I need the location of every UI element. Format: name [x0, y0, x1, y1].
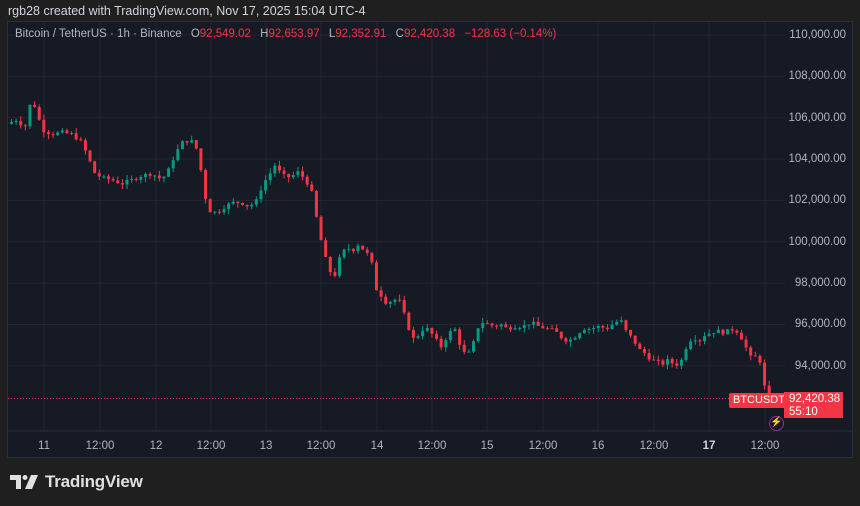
open-label: O: [190, 28, 200, 40]
time-tick-label: 12:00: [639, 440, 669, 452]
price-tick-label: 108,000.00: [788, 70, 846, 83]
time-tick-label: 16: [591, 440, 605, 452]
time-tick-label: 13: [259, 440, 273, 452]
high-value: 92,653.97: [268, 28, 320, 40]
time-tick-label: 12:00: [196, 440, 226, 452]
last-price-value: 92,420.38: [789, 393, 841, 405]
tradingview-logo: TradingView: [10, 472, 143, 492]
low-label: L: [328, 28, 336, 40]
brand-name: TradingView: [45, 472, 143, 491]
time-tick-label: 12:00: [750, 440, 780, 452]
price-tick-label: 94,000.00: [794, 359, 846, 372]
tradingview-logo-icon: [10, 475, 38, 489]
price-tick-label: 100,000.00: [788, 235, 846, 248]
symbol-price-tag: BTCUSDT: [729, 393, 789, 408]
time-tick-label: 15: [480, 440, 494, 452]
time-tick-label: 11: [38, 440, 50, 452]
chart-caption: rgb28 created with TradingView.com, Nov …: [8, 4, 366, 18]
open-value: 92,549.02: [199, 28, 251, 40]
price-tick-label: 102,000.00: [788, 194, 846, 207]
chart-panel[interactable]: [7, 21, 853, 458]
time-tick-label: 12: [149, 440, 163, 452]
ohlc-legend: Bitcoin / TetherUS · 1h · Binance O92,54…: [15, 28, 556, 40]
last-price-tag: 92,420.38 55:10: [784, 392, 843, 418]
price-tick-label: 106,000.00: [788, 111, 846, 124]
time-tick-label: 17: [702, 440, 716, 452]
symbol-title[interactable]: Bitcoin / TetherUS · 1h · Binance: [15, 28, 182, 40]
time-tick-label: 12:00: [417, 440, 447, 452]
time-tick-label: 12:00: [85, 440, 115, 452]
price-tick-label: 104,000.00: [788, 153, 846, 166]
close-value: 92,420.38: [403, 28, 456, 40]
time-tick-label: 12:00: [306, 440, 336, 452]
price-tick-label: 96,000.00: [794, 318, 846, 331]
lightning-icon[interactable]: ⚡: [769, 416, 784, 431]
high-label: H: [260, 28, 269, 40]
time-tick-label: 12:00: [528, 440, 558, 452]
low-value: 92,352.91: [335, 28, 387, 40]
bar-countdown: 55:10: [789, 405, 818, 418]
time-tick-label: 14: [370, 440, 384, 452]
price-tick-label: 98,000.00: [794, 277, 846, 290]
change-value: −128.63 (−0.14%): [464, 28, 557, 40]
close-label: C: [395, 28, 404, 40]
price-tick-label: 110,000.00: [789, 29, 846, 41]
